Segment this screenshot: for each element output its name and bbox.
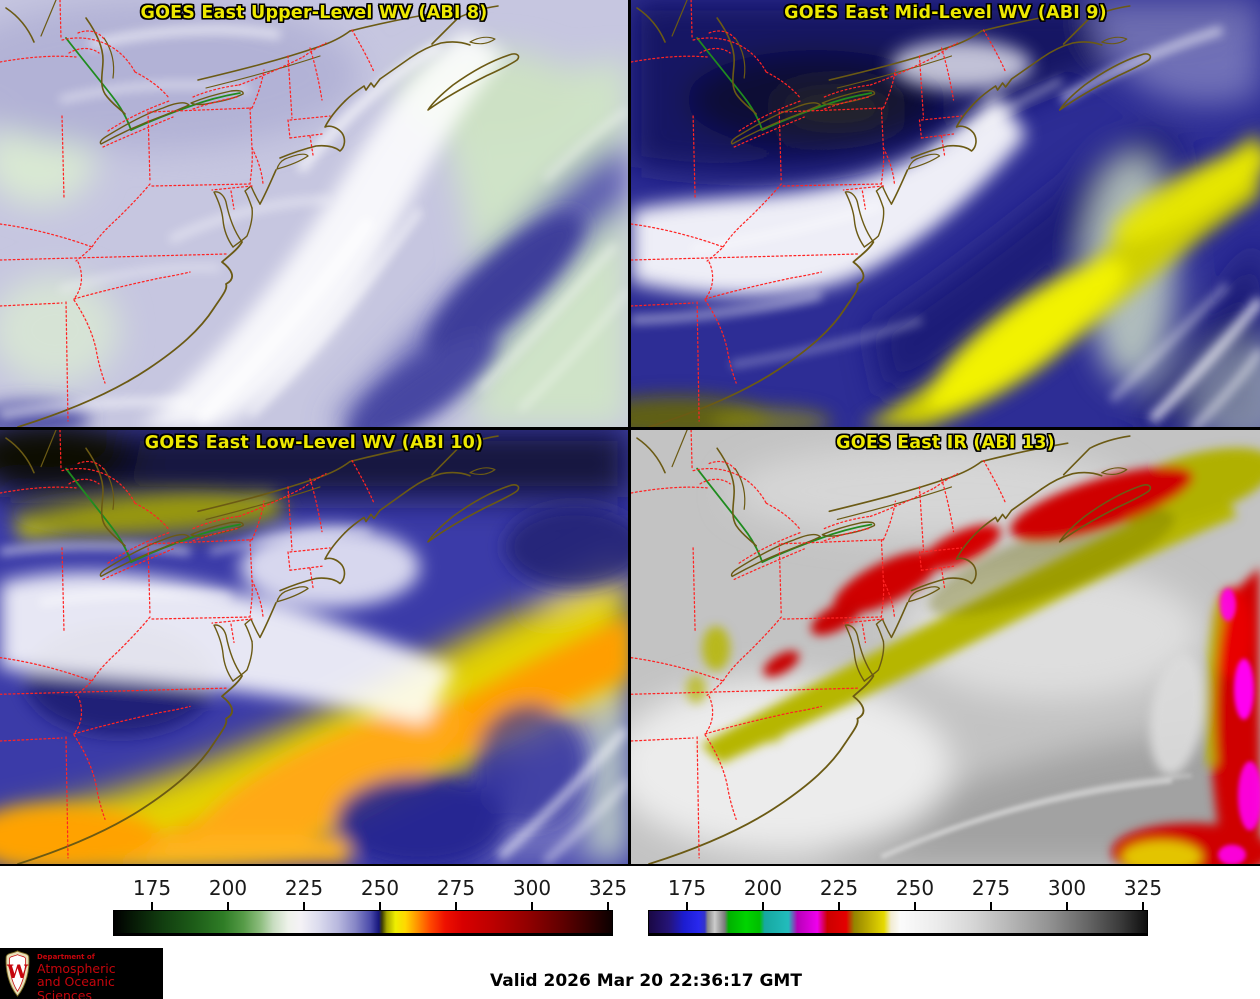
wv-colorbar: 175 200 225 250 275 300 325 [113, 876, 627, 940]
colorbar-tick-mark [455, 902, 457, 910]
colorbar-tick-label: 225 [819, 876, 859, 900]
panel-upper-wv: GOES East Upper-Level WV (ABI 8) [0, 0, 628, 427]
colorbar-tick-label: 325 [588, 876, 628, 900]
colorbar-tick-mark [607, 902, 609, 910]
colorbar-tick-mark [1066, 902, 1068, 910]
colorbar-tick-mark [531, 902, 533, 910]
colorbar-tick-mark [762, 902, 764, 910]
colorbar-tick-label: 300 [512, 876, 552, 900]
panel-ir: GOES East IR (ABI 13) [631, 430, 1260, 864]
ir-colorbar: 175 200 225 250 275 300 325 [648, 876, 1162, 940]
colorbar-gradient-bar-ir [648, 910, 1148, 936]
satellite-imagery-abi9 [631, 0, 1260, 427]
satellite-imagery-abi13 [631, 430, 1260, 864]
panel-grid: GOES East Upper-Level WV (ABI 8) [0, 0, 1260, 866]
colorbar-tick-label: 225 [284, 876, 324, 900]
uw-aos-logo: W Department of Atmospheric and Oceanic … [0, 948, 163, 999]
colorbar-tick-mark [303, 902, 305, 910]
colorbar-tick-label: 250 [360, 876, 400, 900]
colorbar-tick-label: 200 [208, 876, 248, 900]
colorbar-tick-label: 275 [971, 876, 1011, 900]
colorbar-tick-label: 300 [1047, 876, 1087, 900]
panel-low-wv: GOES East Low-Level WV (ABI 10) [0, 430, 628, 864]
uw-crest-icon: W [5, 950, 30, 997]
panel-title-abi8: GOES East Upper-Level WV (ABI 8) [140, 3, 488, 23]
colorbar-tick-label: 275 [436, 876, 476, 900]
logo-line-2: and Oceanic Sciences [37, 974, 115, 999]
colorbar-tick-mark [227, 902, 229, 910]
colorbar-tick-mark [686, 902, 688, 910]
satellite-imagery-abi10 [0, 430, 628, 864]
colorbar-tick-mark [914, 902, 916, 910]
colorbar-tick-label: 175 [667, 876, 707, 900]
satellite-imagery-abi8 [0, 0, 628, 427]
panel-title-abi9: GOES East Mid-Level WV (ABI 9) [784, 3, 1107, 23]
colorbar-tick-label: 250 [895, 876, 935, 900]
colorbar-tick-mark [838, 902, 840, 910]
logo-line-1: Atmospheric [37, 960, 116, 976]
colorbar-tick-mark [379, 902, 381, 910]
colorbar-tick-label: 325 [1123, 876, 1163, 900]
colorbar-tick-mark [151, 902, 153, 910]
uw-monogram: W [6, 961, 29, 983]
panel-mid-wv: GOES East Mid-Level WV (ABI 9) [631, 0, 1260, 427]
logo-dept-line: Department of [37, 953, 95, 961]
colorbar-gradient-bar-wv [113, 910, 613, 936]
panel-title-abi13: GOES East IR (ABI 13) [836, 433, 1055, 453]
panel-title-abi10: GOES East Low-Level WV (ABI 10) [144, 433, 484, 453]
logo-text: Department of Atmospheric and Oceanic Sc… [37, 953, 163, 999]
colorbar-tick-label: 175 [132, 876, 172, 900]
valid-timestamp: Valid 2026 Mar 20 22:36:17 GMT [490, 971, 802, 991]
colorbar-tick-mark [1142, 902, 1144, 910]
colorbar-tick-mark [990, 902, 992, 910]
colorbar-tick-label: 200 [743, 876, 783, 900]
